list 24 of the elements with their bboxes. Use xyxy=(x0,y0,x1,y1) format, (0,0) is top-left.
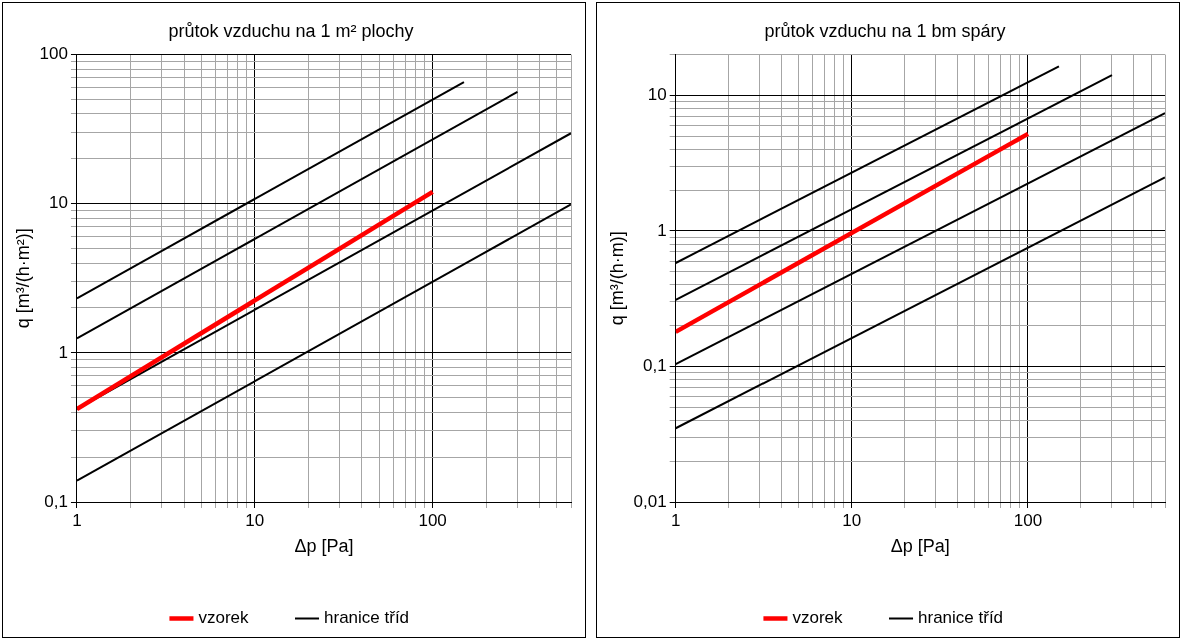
chart-title: průtok vzduchu na 1 m² plochy xyxy=(168,20,414,41)
y-axis-title: q [m³/(h·m)] xyxy=(606,231,627,326)
y-tick-label: 0,1 xyxy=(643,356,667,376)
legend-label: vzorek xyxy=(792,608,844,628)
y-tick-label: 10 xyxy=(49,193,68,213)
chart-title: průtok vzduchu na 1 bm spáry xyxy=(764,20,1006,41)
y-tick-label: 1 xyxy=(657,220,667,240)
legend-label: hranice tříd xyxy=(918,608,1004,628)
x-axis-title: Δp [Pa] xyxy=(294,536,354,557)
legend-label: hranice tříd xyxy=(324,608,410,628)
x-tick-label: 1 xyxy=(72,510,82,530)
y-tick-label: 1 xyxy=(58,342,68,362)
x-tick-label: 10 xyxy=(245,510,265,530)
x-tick-label: 1 xyxy=(670,510,681,530)
y-axis-title: q [m³/(h·m²)] xyxy=(12,228,33,329)
y-tick-label: 100 xyxy=(39,44,68,64)
y-tick-label: 0,01 xyxy=(633,491,667,511)
y-tick-label: 10 xyxy=(647,85,667,105)
x-tick-label: 10 xyxy=(842,510,862,530)
x-axis-title: Δp [Pa] xyxy=(890,536,950,557)
legend-label: vzorek xyxy=(198,608,250,628)
x-tick-label: 100 xyxy=(1013,510,1043,530)
x-tick-label: 100 xyxy=(418,510,447,530)
y-tick-label: 0,1 xyxy=(44,491,68,511)
